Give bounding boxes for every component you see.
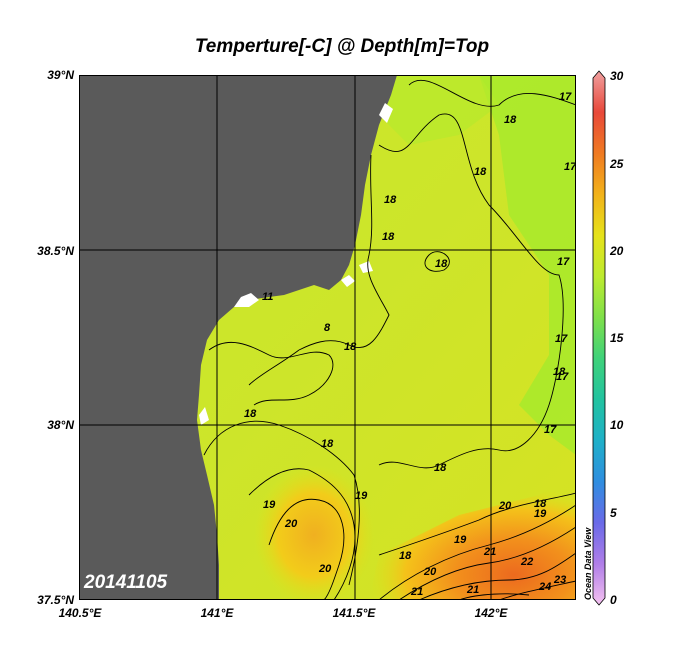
contour-label: 23 bbox=[553, 574, 566, 586]
colorbar-tick-20: 20 bbox=[610, 244, 624, 258]
contour-label: 17 bbox=[544, 424, 557, 436]
contour-label: 19 bbox=[355, 490, 368, 502]
contour-label: 19 bbox=[263, 499, 276, 511]
temperature-map: 17 18 17 18 18 17 17 11 18 18 17 18 18 17 8 18 18 18 19 20 1… bbox=[79, 75, 576, 600]
contour-label: 17 bbox=[555, 333, 568, 345]
chart-title: Temperture[-C] @ Depth[m]=Top bbox=[194, 36, 490, 57]
warm-water-south bbox=[369, 475, 576, 600]
contour-label: 17 bbox=[564, 161, 576, 173]
contour-label: 22 bbox=[520, 556, 533, 568]
colorbar bbox=[592, 70, 606, 606]
contour-label: 18 bbox=[244, 408, 257, 420]
contour-label: 17 bbox=[559, 91, 572, 103]
contour-label: 18 bbox=[435, 258, 448, 270]
contour-label: 17 bbox=[556, 371, 569, 383]
contour-label: 19 bbox=[534, 508, 547, 520]
colorbar-tick-15: 15 bbox=[610, 331, 624, 345]
contour-label: 21 bbox=[410, 586, 423, 598]
graticule bbox=[79, 75, 576, 600]
date-label: 20141105 bbox=[84, 572, 168, 593]
contour-label: 21 bbox=[466, 584, 479, 596]
lat-label-39: 39°N bbox=[47, 68, 74, 82]
contour-label: 18 bbox=[384, 194, 397, 206]
colorbar-tick-5: 5 bbox=[610, 506, 617, 520]
contour-label: 18 bbox=[504, 114, 517, 126]
contour-label: 18 bbox=[382, 231, 395, 243]
lat-label-38: 38°N bbox=[47, 418, 74, 432]
lon-label-141: 141°E bbox=[200, 606, 234, 620]
contour-label: 21 bbox=[483, 546, 496, 558]
lon-label-141-5: 141.5°E bbox=[332, 606, 376, 620]
contour-label: 18 bbox=[534, 498, 547, 510]
contour-label: 18 bbox=[474, 166, 487, 178]
contour-label-group: 1718171818171711181817181817818181819201… bbox=[244, 91, 576, 598]
contour-label: 19 bbox=[454, 534, 467, 546]
cool-water-north bbox=[379, 75, 499, 145]
contour-label: 20 bbox=[318, 563, 332, 575]
contour-label: 20 bbox=[423, 566, 437, 578]
lon-label-142: 142°E bbox=[474, 606, 508, 620]
contour-label: 18 bbox=[321, 438, 334, 450]
colorbar-tick-0: 0 bbox=[610, 593, 617, 607]
watermark: Ocean Data View bbox=[583, 527, 593, 600]
lat-label-38-5: 38.5°N bbox=[37, 244, 74, 258]
lat-label-37-5: 37.5°N bbox=[37, 593, 74, 607]
lon-label-140-5: 140.5°E bbox=[58, 606, 102, 620]
cool-water-east bbox=[479, 75, 576, 455]
contour-label: 24 bbox=[538, 581, 551, 593]
contour-label: 8 bbox=[324, 322, 331, 334]
colorbar-tick-30: 30 bbox=[610, 69, 624, 83]
contour-label: 18 bbox=[434, 462, 447, 474]
contour-lines bbox=[203, 79, 576, 600]
contour-label: 20 bbox=[284, 518, 298, 530]
contour-label: 18 bbox=[399, 550, 412, 562]
colorbar-tick-10: 10 bbox=[610, 418, 624, 432]
contour-label: 11 bbox=[262, 291, 273, 303]
contour-label: 18 bbox=[553, 366, 566, 378]
land-mass bbox=[79, 75, 397, 600]
contour-label: 20 bbox=[498, 500, 512, 512]
colorbar-tick-25: 25 bbox=[610, 157, 624, 171]
contour-label: 18 bbox=[344, 341, 357, 353]
map-frame bbox=[79, 75, 576, 600]
contour-label: 17 bbox=[557, 256, 570, 268]
